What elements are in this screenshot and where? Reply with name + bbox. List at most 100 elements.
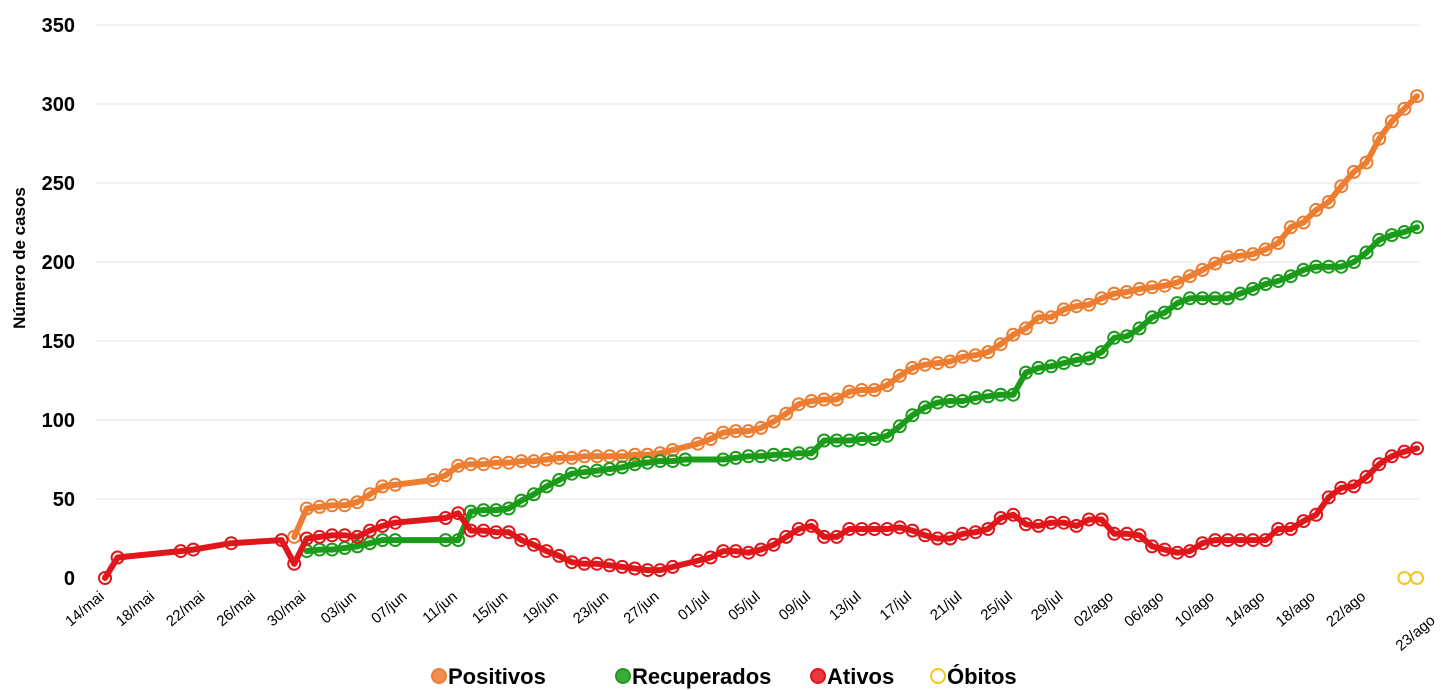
data-point — [754, 420, 768, 435]
data-point — [1056, 356, 1071, 371]
x-tick-label: 29/jul — [1028, 588, 1066, 624]
data-point — [993, 511, 1008, 525]
x-tick-label: 19/jun — [519, 588, 561, 627]
data-point — [1359, 469, 1374, 484]
data-point — [350, 495, 365, 510]
data-point — [1384, 114, 1399, 129]
data-point — [1334, 259, 1349, 274]
data-point — [362, 523, 377, 538]
data-point — [1258, 277, 1273, 292]
data-point — [1006, 327, 1021, 342]
data-point — [690, 553, 705, 568]
x-tick-label: 15/jun — [469, 588, 511, 627]
legend-marker — [810, 668, 826, 684]
x-tick-label: 01/jul — [675, 588, 713, 624]
data-point — [1346, 255, 1361, 269]
data-point — [791, 397, 806, 412]
data-point — [1359, 155, 1374, 170]
data-point — [1018, 365, 1033, 380]
data-point — [1258, 242, 1273, 257]
x-tick-label: 17/jul — [877, 588, 915, 624]
y-tick-label: 250 — [42, 173, 75, 195]
x-tick-label: 26/mai — [214, 588, 259, 630]
x-tick-label: 22/ago — [1323, 588, 1369, 631]
data-point — [426, 473, 440, 487]
data-point — [880, 428, 895, 443]
data-point — [754, 542, 768, 557]
data-point — [1082, 351, 1096, 366]
data-point — [1397, 101, 1412, 116]
data-point — [1182, 269, 1197, 284]
data-point — [1031, 518, 1046, 533]
gridlines — [95, 24, 1420, 500]
data-point — [1182, 544, 1197, 559]
data-point — [451, 533, 466, 548]
x-tick-label: 22/mai — [163, 588, 208, 630]
data-point — [375, 518, 390, 533]
data-point — [1246, 281, 1260, 296]
x-tick-label: 21/jul — [927, 588, 965, 624]
data-point — [1283, 269, 1298, 284]
data-point — [779, 529, 794, 544]
data-point — [829, 392, 844, 407]
data-point — [981, 522, 996, 536]
data-point — [539, 479, 554, 494]
series-positivos — [287, 89, 1424, 544]
data-point — [1296, 215, 1311, 230]
data-point — [1094, 512, 1109, 527]
series-recuperados — [299, 220, 1424, 559]
y-tick-label: 200 — [42, 252, 75, 274]
data-point — [892, 368, 907, 383]
data-point — [615, 460, 630, 475]
x-tick-label: 09/jul — [776, 588, 814, 624]
data-point — [905, 523, 920, 538]
data-point — [514, 533, 529, 548]
data-point — [1397, 444, 1412, 459]
data-point — [1334, 179, 1349, 194]
x-axis: 14/mai 18/mai 22/mai 26/mai 30/mai 03/jun 07/j… — [62, 588, 1438, 655]
data-point — [552, 473, 567, 487]
data-point — [1082, 297, 1096, 312]
data-point — [1410, 220, 1424, 235]
y-axis: 0 50 100 150 200 250 300 350 — [42, 15, 75, 590]
series-line — [102, 445, 1420, 581]
data-point — [451, 506, 466, 521]
data-point — [779, 406, 794, 421]
data-point — [1006, 507, 1021, 522]
data-point — [1384, 228, 1399, 243]
data-point — [1346, 479, 1361, 494]
legend-label: Óbitos — [947, 664, 1017, 689]
data-point — [1018, 321, 1033, 336]
data-point — [514, 493, 529, 508]
data-point — [350, 529, 365, 544]
data-point — [1372, 232, 1387, 247]
data-point — [1309, 507, 1324, 522]
data-point — [829, 529, 844, 544]
data-point — [867, 432, 882, 446]
data-point — [1195, 536, 1210, 551]
y-tick-label: 150 — [42, 331, 75, 353]
data-point — [1220, 291, 1235, 306]
data-point — [1410, 571, 1424, 585]
data-point — [1145, 539, 1160, 554]
data-point — [804, 446, 819, 461]
data-point — [526, 537, 541, 552]
data-point — [337, 498, 352, 513]
data-point — [388, 477, 403, 492]
data-point — [1321, 490, 1336, 505]
legend-marker — [930, 668, 946, 684]
data-point — [955, 394, 970, 408]
data-point — [1384, 449, 1399, 464]
x-tick-label: 30/mai — [264, 588, 309, 630]
data-point — [110, 550, 125, 565]
data-point — [880, 378, 895, 393]
data-point — [918, 528, 932, 543]
legend-label: Ativos — [827, 664, 894, 689]
data-point — [1271, 236, 1286, 250]
data-point — [1372, 131, 1387, 146]
data-point — [274, 533, 289, 548]
data-point — [1208, 256, 1223, 271]
y-axis-label: Número de casos — [10, 187, 29, 329]
x-tick-label: 11/jun — [419, 588, 460, 627]
